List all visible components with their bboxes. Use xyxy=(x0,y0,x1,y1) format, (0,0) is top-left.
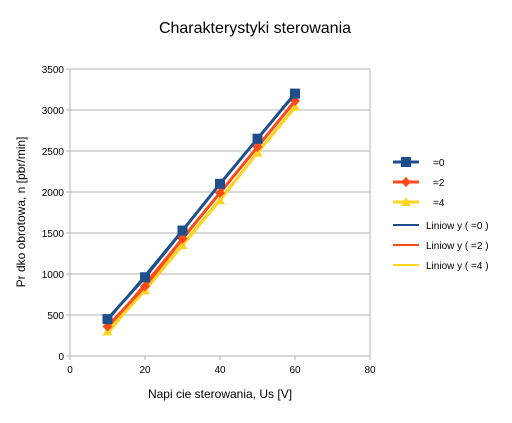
legend-marker xyxy=(401,177,411,187)
series-group xyxy=(102,95,300,332)
series-line xyxy=(106,92,297,321)
y-axis-label: Pr dko obrotowa, n [pbr/min] xyxy=(14,137,28,288)
legend-label: Liniow y ( =0 ) xyxy=(426,221,489,232)
series-group xyxy=(102,88,300,325)
data-point xyxy=(140,281,150,292)
data-point xyxy=(290,101,300,111)
legend-marker xyxy=(401,157,411,167)
data-point xyxy=(177,225,188,236)
y-tick-label: 3500 xyxy=(42,65,65,76)
legend-label: =4 xyxy=(433,198,445,209)
data-point xyxy=(215,187,225,198)
x-axis-label: Napi cie sterowania, Us [V] xyxy=(148,387,292,401)
legend-label: =0 xyxy=(433,158,445,169)
series-line xyxy=(106,105,297,333)
data-point xyxy=(252,141,263,152)
x-tick-label: 80 xyxy=(364,365,376,376)
series-line xyxy=(106,100,297,328)
legend-label: Liniow y ( =4 ) xyxy=(426,261,489,272)
x-tick-label: 0 xyxy=(67,365,73,376)
data-point xyxy=(252,133,263,144)
y-tick-label: 1500 xyxy=(42,229,65,240)
data-point xyxy=(215,178,225,189)
legend-label: =2 xyxy=(433,178,445,189)
plot-area xyxy=(69,68,371,357)
y-tick-label: 3000 xyxy=(42,106,65,117)
data-point xyxy=(177,240,188,250)
y-tick-label: 0 xyxy=(58,352,64,363)
y-tick-label: 2500 xyxy=(42,147,65,158)
series xyxy=(102,88,300,336)
x-tick-label: 60 xyxy=(289,365,301,376)
series-group xyxy=(102,101,300,336)
y-tick-label: 1000 xyxy=(42,270,65,281)
data-point xyxy=(140,272,150,283)
y-tick-label: 500 xyxy=(47,311,64,322)
data-point xyxy=(215,195,225,205)
x-tick-label: 20 xyxy=(139,365,151,376)
chart-title: Charakterystyki sterowania xyxy=(159,20,351,37)
data-point xyxy=(290,88,300,99)
y-tick-label: 2000 xyxy=(42,188,65,199)
legend: =0 =2 =4 Liniow y ( =0 ) Liniow y ( =2 ) Lini… xyxy=(393,157,489,272)
data-point xyxy=(252,147,263,157)
data-point xyxy=(177,233,188,244)
x-tick-label: 40 xyxy=(214,365,226,376)
data-point xyxy=(102,314,113,325)
legend-label: Liniow y ( =2 ) xyxy=(426,241,489,252)
legend-marker xyxy=(401,197,411,206)
axes: 0 500 1000 1500 2000 2500 3000 3500 0 20 40 60 80 xyxy=(42,65,376,376)
